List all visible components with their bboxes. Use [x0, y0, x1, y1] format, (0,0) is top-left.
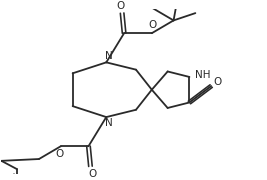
- Text: O: O: [56, 149, 64, 159]
- Text: O: O: [213, 77, 221, 87]
- Text: O: O: [149, 20, 157, 30]
- Text: N: N: [105, 118, 113, 129]
- Text: N: N: [105, 51, 113, 61]
- Text: NH: NH: [195, 70, 210, 80]
- Text: O: O: [88, 169, 97, 179]
- Text: O: O: [116, 1, 124, 11]
